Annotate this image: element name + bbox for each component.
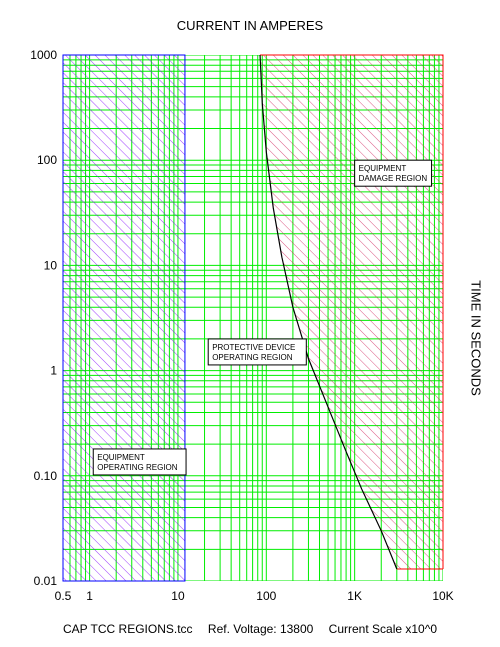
region-label-text: OPERATING REGION bbox=[212, 353, 293, 362]
y-tick-label: 0.10 bbox=[34, 469, 58, 483]
chart-title: CURRENT IN AMPERES bbox=[176, 18, 324, 33]
footer-scale: Current Scale x10^0 bbox=[328, 622, 438, 636]
operating-region-hatch bbox=[63, 55, 185, 581]
damage-curve bbox=[259, 54, 398, 570]
y-tick-label: 100 bbox=[37, 153, 57, 167]
x-tick-label: 1K bbox=[347, 589, 362, 603]
y-tick-label: 10 bbox=[44, 258, 58, 272]
x-tick-label: 0.5 bbox=[55, 589, 72, 603]
footer-voltage: Ref. Voltage: 13800 bbox=[207, 622, 314, 636]
operating-region-border bbox=[62, 54, 186, 582]
y-tick-label: 1000 bbox=[30, 48, 57, 62]
y-tick-label: 0.01 bbox=[34, 574, 58, 588]
region-label-text: EQUIPMENT bbox=[97, 453, 145, 462]
region-label-text: PROTECTIVE DEVICE bbox=[212, 343, 295, 352]
x-tick-label: 1 bbox=[86, 589, 93, 603]
y-tick-label: 1 bbox=[50, 364, 57, 378]
x-tick-label: 10 bbox=[171, 589, 185, 603]
x-tick-label: 10K bbox=[432, 589, 453, 603]
footer-file: CAP TCC REGIONS.tcc bbox=[62, 622, 193, 636]
region-label-box bbox=[207, 338, 307, 366]
region-label-text: EQUIPMENT bbox=[359, 164, 407, 173]
region-label-text: DAMAGE REGION bbox=[359, 174, 428, 183]
footer: CAP TCC REGIONS.tcc Ref. Voltage: 13800 … bbox=[0, 622, 500, 636]
x-tick-label: 100 bbox=[256, 589, 276, 603]
damage-region-border bbox=[260, 54, 444, 570]
region-label-box bbox=[92, 448, 187, 476]
region-label-text: OPERATING REGION bbox=[97, 463, 178, 472]
region-label-box bbox=[354, 159, 433, 187]
